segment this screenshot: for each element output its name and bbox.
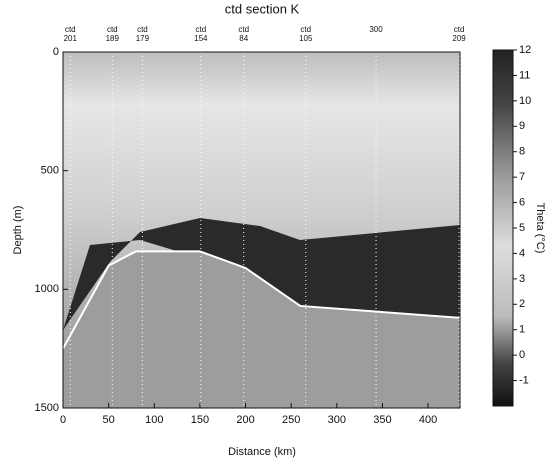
- station-label: 84: [239, 34, 248, 43]
- station-label: ctd: [65, 25, 76, 34]
- plot-area: [62, 52, 461, 408]
- colorbar-tick-label: 12: [519, 44, 531, 56]
- colorbar-tick-label: 10: [519, 95, 531, 107]
- x-tick-label: 50: [103, 414, 115, 426]
- x-tick-label: 0: [60, 414, 66, 426]
- station-label: 300: [369, 25, 383, 34]
- y-axis-label: Depth (m): [12, 206, 24, 255]
- station-label: 201: [64, 34, 78, 43]
- colorbar-tick-label: 7: [519, 171, 525, 183]
- x-tick-label: 200: [236, 414, 254, 426]
- colorbar-label: Theta (°C): [534, 203, 546, 254]
- station-label: ctd: [238, 25, 249, 34]
- y-tick-label: 0: [53, 46, 59, 58]
- colorbar-tick-label: 6: [519, 196, 525, 208]
- station-label: 105: [299, 34, 313, 43]
- colorbar-tick-label: -1: [519, 374, 529, 386]
- colorbar-tick-label: 4: [519, 247, 525, 259]
- colorbar-tick-label: 11: [519, 69, 530, 81]
- x-axis-label: Distance (km): [228, 446, 296, 458]
- y-tick-label: 1000: [35, 283, 59, 295]
- colorbar-tick-label: 9: [519, 120, 525, 132]
- chart-title: ctd section K: [225, 1, 300, 16]
- x-tick-label: 300: [328, 414, 346, 426]
- x-tick-label: 100: [145, 414, 163, 426]
- station-label: 209: [452, 34, 466, 43]
- colorbar-tick-label: 0: [519, 349, 525, 361]
- station-label: ctd: [107, 25, 118, 34]
- station-label: 179: [136, 34, 150, 43]
- bottom-line: [62, 250, 461, 350]
- colorbar: [492, 49, 514, 407]
- colorbar-tick-label: 1: [519, 324, 525, 336]
- x-tick-label: 150: [191, 414, 209, 426]
- station-label: ctd: [300, 25, 311, 34]
- x-tick-label: 400: [419, 414, 437, 426]
- station-label: ctd: [137, 25, 148, 34]
- station-label: 154: [194, 34, 208, 43]
- x-tick-label: 350: [373, 414, 391, 426]
- colorbar-tick-label: 2: [519, 298, 525, 310]
- seafloor: [63, 251, 460, 408]
- colorbar-tick-label: 8: [519, 146, 525, 158]
- station-label: ctd: [195, 25, 206, 34]
- y-tick-label: 1500: [35, 402, 59, 414]
- plot-frame: [62, 51, 461, 409]
- y-tick-label: 500: [41, 165, 59, 177]
- colorbar-tick-label: 5: [519, 222, 525, 234]
- x-tick-label: 250: [282, 414, 300, 426]
- station-label: 189: [106, 34, 120, 43]
- station-label: ctd: [454, 25, 465, 34]
- colorbar-tick-label: 3: [519, 273, 525, 285]
